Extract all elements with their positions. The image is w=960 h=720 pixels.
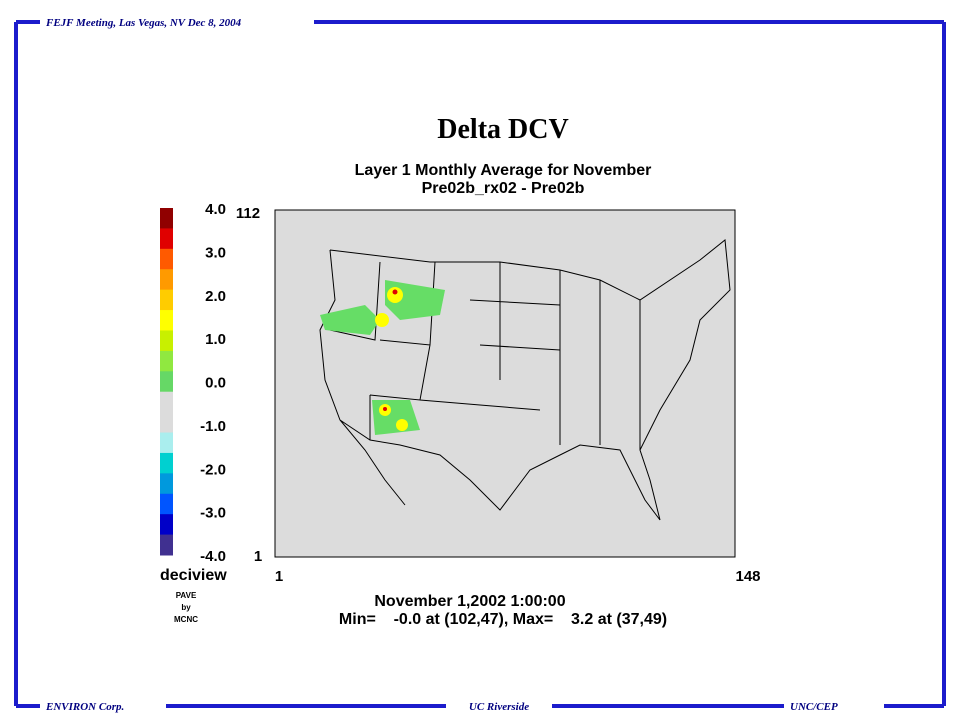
colorbar-label: 2.0	[205, 288, 226, 305]
subtitle: Layer 1 Monthly Average for November	[355, 162, 652, 179]
colorbar-swatch	[160, 391, 173, 413]
footer-center: UC Riverside	[469, 701, 529, 713]
header-text: FEJF Meeting, Las Vegas, NV Dec 8, 2004	[45, 17, 242, 29]
colorbar-swatch	[160, 248, 173, 270]
colorbar-label: 4.0	[205, 201, 226, 218]
grid-label: 1	[254, 548, 262, 565]
frame	[14, 20, 946, 708]
timestamp: November 1,2002 1:00:00	[374, 593, 565, 610]
grid-label: 148	[735, 568, 760, 585]
colorbar-swatch	[160, 371, 173, 393]
subtitle: Pre02b_rx02 - Pre02b	[422, 180, 585, 197]
colorbar-swatch	[160, 330, 173, 352]
colorbar-swatch	[160, 493, 173, 515]
colorbar-label: -1.0	[200, 418, 226, 435]
footer-left: ENVIRON Corp.	[45, 701, 124, 713]
colorbar-swatch	[160, 432, 173, 454]
colorbar-swatch	[160, 269, 173, 291]
footer-right: UNC/CEP	[790, 701, 838, 713]
colorbar-swatch	[160, 534, 173, 556]
colorbar-swatch	[160, 228, 173, 250]
grid-label: 112	[236, 205, 260, 222]
plot-title: Delta DCV	[437, 114, 568, 145]
credit: by	[181, 603, 191, 612]
colorbar: 4.0 3.0 2.0 1.0 0.0 -1.0 -2.0 -3.0 -4.0	[160, 201, 226, 565]
colorbar-swatch	[160, 289, 173, 311]
colorbar-swatch	[160, 412, 173, 434]
grid-label: 1	[275, 568, 283, 585]
colorbar-label: -4.0	[200, 548, 226, 565]
stats: Min= -0.0 at (102,47), Max= 3.2 at (37,4…	[339, 611, 667, 628]
colorbar-swatch	[160, 473, 173, 495]
colorbar-swatch	[160, 452, 173, 474]
colorbar-label: 3.0	[205, 244, 226, 261]
colorbar-label: -2.0	[200, 461, 226, 478]
credit: PAVE	[176, 591, 197, 600]
credit: MCNC	[174, 615, 198, 624]
colorbar-label: 1.0	[205, 331, 226, 348]
colorbar-unit: deciview	[160, 567, 227, 584]
colorbar-label: -3.0	[200, 505, 226, 522]
colorbar-swatch	[160, 310, 173, 331]
colorbar-swatch	[160, 208, 173, 229]
map	[274, 209, 736, 558]
colorbar-swatch	[160, 350, 173, 372]
colorbar-label: 0.0	[205, 375, 226, 392]
colorbar-swatch	[160, 514, 173, 536]
